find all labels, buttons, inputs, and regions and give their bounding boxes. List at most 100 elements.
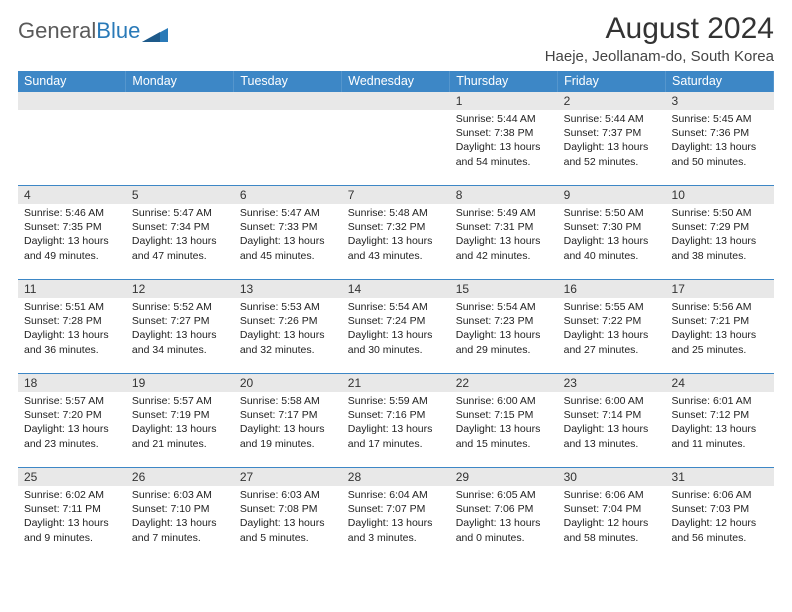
daylight-text: Daylight: 13 hours and 47 minutes. [132, 234, 228, 262]
header: GeneralBlue August 2024 Haeje, Jeollanam… [18, 12, 774, 65]
day-content: Sunrise: 5:47 AMSunset: 7:33 PMDaylight:… [234, 204, 342, 267]
calendar-day-cell: 28Sunrise: 6:04 AMSunset: 7:07 PMDayligh… [342, 468, 450, 562]
day-content: Sunrise: 5:54 AMSunset: 7:24 PMDaylight:… [342, 298, 450, 361]
sunset-text: Sunset: 7:12 PM [672, 408, 768, 422]
day-number: 16 [558, 280, 666, 298]
daylight-text: Daylight: 13 hours and 7 minutes. [132, 516, 228, 544]
calendar-table: SundayMondayTuesdayWednesdayThursdayFrid… [18, 71, 774, 562]
day-number [234, 92, 342, 110]
day-content: Sunrise: 6:05 AMSunset: 7:06 PMDaylight:… [450, 486, 558, 549]
day-content: Sunrise: 5:55 AMSunset: 7:22 PMDaylight:… [558, 298, 666, 361]
calendar-day-cell: 18Sunrise: 5:57 AMSunset: 7:20 PMDayligh… [18, 374, 126, 468]
daylight-text: Daylight: 13 hours and 15 minutes. [456, 422, 552, 450]
day-content: Sunrise: 5:52 AMSunset: 7:27 PMDaylight:… [126, 298, 234, 361]
sunrise-text: Sunrise: 6:01 AM [672, 394, 768, 408]
sunrise-text: Sunrise: 6:05 AM [456, 488, 552, 502]
daylight-text: Daylight: 13 hours and 40 minutes. [564, 234, 660, 262]
day-number: 8 [450, 186, 558, 204]
day-number: 29 [450, 468, 558, 486]
logo-text-general: General [18, 18, 96, 44]
daylight-text: Daylight: 13 hours and 13 minutes. [564, 422, 660, 450]
sunset-text: Sunset: 7:07 PM [348, 502, 444, 516]
day-content: Sunrise: 6:00 AMSunset: 7:14 PMDaylight:… [558, 392, 666, 455]
daylight-text: Daylight: 13 hours and 27 minutes. [564, 328, 660, 356]
daylight-text: Daylight: 13 hours and 43 minutes. [348, 234, 444, 262]
day-content: Sunrise: 5:54 AMSunset: 7:23 PMDaylight:… [450, 298, 558, 361]
daylight-text: Daylight: 13 hours and 49 minutes. [24, 234, 120, 262]
day-header: Sunday [18, 71, 126, 92]
day-number: 20 [234, 374, 342, 392]
logo-text-blue: Blue [96, 18, 140, 44]
day-content: Sunrise: 6:03 AMSunset: 7:10 PMDaylight:… [126, 486, 234, 549]
sunset-text: Sunset: 7:04 PM [564, 502, 660, 516]
day-content: Sunrise: 5:48 AMSunset: 7:32 PMDaylight:… [342, 204, 450, 267]
daylight-text: Daylight: 13 hours and 50 minutes. [672, 140, 768, 168]
calendar-day-cell: 14Sunrise: 5:54 AMSunset: 7:24 PMDayligh… [342, 280, 450, 374]
day-number: 28 [342, 468, 450, 486]
daylight-text: Daylight: 13 hours and 3 minutes. [348, 516, 444, 544]
sunset-text: Sunset: 7:14 PM [564, 408, 660, 422]
sunset-text: Sunset: 7:20 PM [24, 408, 120, 422]
day-content: Sunrise: 6:04 AMSunset: 7:07 PMDaylight:… [342, 486, 450, 549]
day-number: 27 [234, 468, 342, 486]
calendar-day-cell: 24 Sunrise: 6:01 AMSunset: 7:12 PMDayligh… [666, 374, 774, 468]
daylight-text: Daylight: 13 hours and 32 minutes. [240, 328, 336, 356]
calendar-day-cell: 11Sunrise: 5:51 AMSunset: 7:28 PMDayligh… [18, 280, 126, 374]
sunset-text: Sunset: 7:36 PM [672, 126, 768, 140]
calendar-day-cell: 6Sunrise: 5:47 AMSunset: 7:33 PMDaylight… [234, 186, 342, 280]
day-content [234, 110, 342, 170]
calendar-week-row: 25Sunrise: 6:02 AMSunset: 7:11 PMDayligh… [18, 468, 774, 562]
calendar-week-row: 4Sunrise: 5:46 AMSunset: 7:35 PMDaylight… [18, 186, 774, 280]
day-number: 21 [342, 374, 450, 392]
calendar-day-cell [126, 92, 234, 186]
location: Haeje, Jeollanam-do, South Korea [545, 48, 774, 65]
day-content: Sunrise: 5:51 AMSunset: 7:28 PMDaylight:… [18, 298, 126, 361]
sunset-text: Sunset: 7:32 PM [348, 220, 444, 234]
daylight-text: Daylight: 13 hours and 21 minutes. [132, 422, 228, 450]
daylight-text: Daylight: 13 hours and 19 minutes. [240, 422, 336, 450]
sunrise-text: Sunrise: 6:03 AM [132, 488, 228, 502]
daylight-text: Daylight: 13 hours and 9 minutes. [24, 516, 120, 544]
calendar-day-cell: 29Sunrise: 6:05 AMSunset: 7:06 PMDayligh… [450, 468, 558, 562]
daylight-text: Daylight: 13 hours and 11 minutes. [672, 422, 768, 450]
day-content: Sunrise: 5:59 AMSunset: 7:16 PMDaylight:… [342, 392, 450, 455]
day-number: 6 [234, 186, 342, 204]
day-number: 3 [666, 92, 774, 110]
day-number: 2 [558, 92, 666, 110]
day-number: 26 [126, 468, 234, 486]
logo: GeneralBlue [18, 18, 168, 44]
day-header: Monday [126, 71, 234, 92]
day-number: 17 [666, 280, 774, 298]
calendar-day-cell: 2Sunrise: 5:44 AMSunset: 7:37 PMDaylight… [558, 92, 666, 186]
calendar-day-cell: 12Sunrise: 5:52 AMSunset: 7:27 PMDayligh… [126, 280, 234, 374]
calendar-day-cell: 1Sunrise: 5:44 AMSunset: 7:38 PMDaylight… [450, 92, 558, 186]
sunrise-text: Sunrise: 5:48 AM [348, 206, 444, 220]
day-number: 11 [18, 280, 126, 298]
sunrise-text: Sunrise: 5:46 AM [24, 206, 120, 220]
day-content: Sunrise: 6:00 AMSunset: 7:15 PMDaylight:… [450, 392, 558, 455]
daylight-text: Daylight: 13 hours and 23 minutes. [24, 422, 120, 450]
calendar-header-row: SundayMondayTuesdayWednesdayThursdayFrid… [18, 71, 774, 92]
sunrise-text: Sunrise: 5:47 AM [132, 206, 228, 220]
sunrise-text: Sunrise: 5:54 AM [456, 300, 552, 314]
month-title: August 2024 [545, 12, 774, 46]
sunset-text: Sunset: 7:19 PM [132, 408, 228, 422]
sunset-text: Sunset: 7:28 PM [24, 314, 120, 328]
day-number: 4 [18, 186, 126, 204]
day-number: 15 [450, 280, 558, 298]
sunrise-text: Sunrise: 5:59 AM [348, 394, 444, 408]
day-number: 24 [666, 374, 774, 392]
day-content [18, 110, 126, 170]
logo-triangle-icon [142, 22, 168, 40]
title-block: August 2024 Haeje, Jeollanam-do, South K… [545, 12, 774, 65]
day-number: 25 [18, 468, 126, 486]
sunset-text: Sunset: 7:26 PM [240, 314, 336, 328]
day-number: 10 [666, 186, 774, 204]
sunrise-text: Sunrise: 5:47 AM [240, 206, 336, 220]
calendar-day-cell [18, 92, 126, 186]
sunset-text: Sunset: 7:23 PM [456, 314, 552, 328]
day-content: Sunrise: 5:46 AMSunset: 7:35 PMDaylight:… [18, 204, 126, 267]
sunrise-text: Sunrise: 5:55 AM [564, 300, 660, 314]
calendar-day-cell: 20Sunrise: 5:58 AMSunset: 7:17 PMDayligh… [234, 374, 342, 468]
daylight-text: Daylight: 13 hours and 25 minutes. [672, 328, 768, 356]
